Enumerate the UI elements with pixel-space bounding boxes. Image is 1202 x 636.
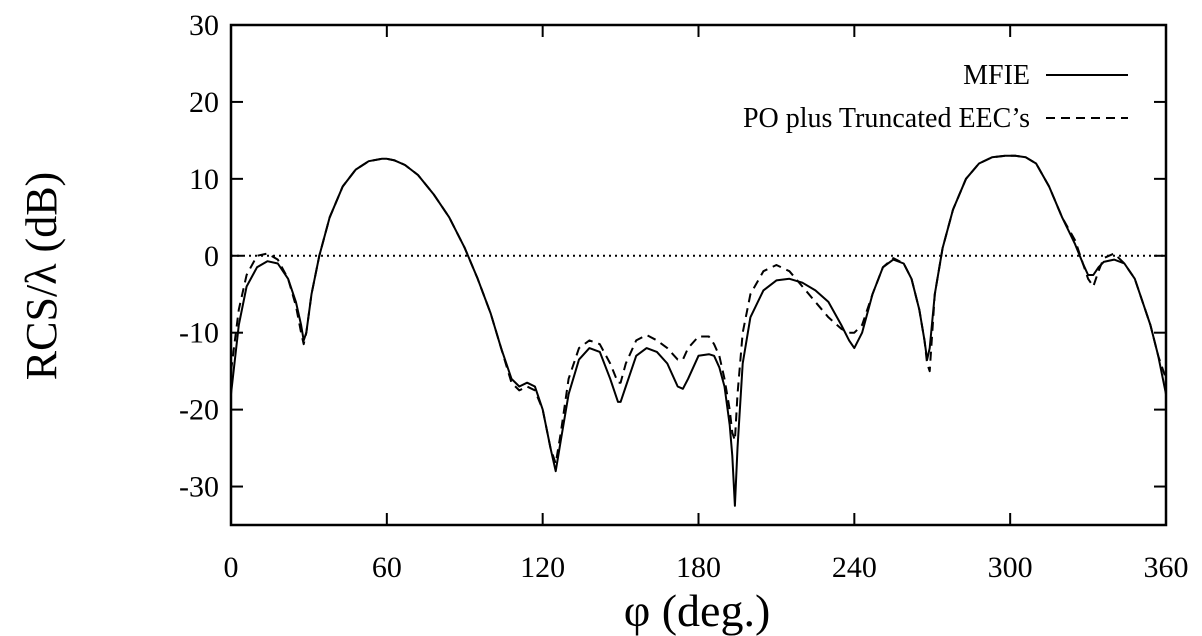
y-tick-labels: 30 20 10 0 -10 -20 -30 xyxy=(179,9,219,504)
x-tick-label: 300 xyxy=(988,551,1033,584)
x-tick-label: 180 xyxy=(676,551,721,584)
x-tick-label: 360 xyxy=(1144,551,1189,584)
plot-frame xyxy=(229,23,1168,527)
series-line-0 xyxy=(230,154,1167,507)
legend: MFIE PO plus Truncated EEC’s xyxy=(743,60,1128,134)
y-tick-label: -30 xyxy=(179,471,219,504)
y-tick-label: -20 xyxy=(179,394,219,427)
x-tick-label: 0 xyxy=(224,551,239,584)
axis-ticks xyxy=(230,24,1167,525)
x-tick-labels: 0 60 120 180 240 300 360 xyxy=(224,551,1189,584)
x-tick-label: 240 xyxy=(832,551,877,584)
y-tick-label: 0 xyxy=(204,240,219,273)
series-layer xyxy=(230,154,1167,507)
x-tick-label: 120 xyxy=(520,551,565,584)
x-tick-label: 60 xyxy=(372,551,402,584)
y-tick-label: 10 xyxy=(189,163,219,196)
series-line-1 xyxy=(230,154,1167,465)
x-axis-label: φ (deg.) xyxy=(624,585,771,636)
y-tick-label: -10 xyxy=(179,317,219,350)
y-tick-label: 20 xyxy=(189,86,219,119)
legend-label-po-eec: PO plus Truncated EEC’s xyxy=(743,103,1030,134)
legend-label-mfie: MFIE xyxy=(963,60,1030,91)
y-axis-label: RCS/λ (dB) xyxy=(17,172,66,380)
y-tick-label: 30 xyxy=(189,9,219,42)
